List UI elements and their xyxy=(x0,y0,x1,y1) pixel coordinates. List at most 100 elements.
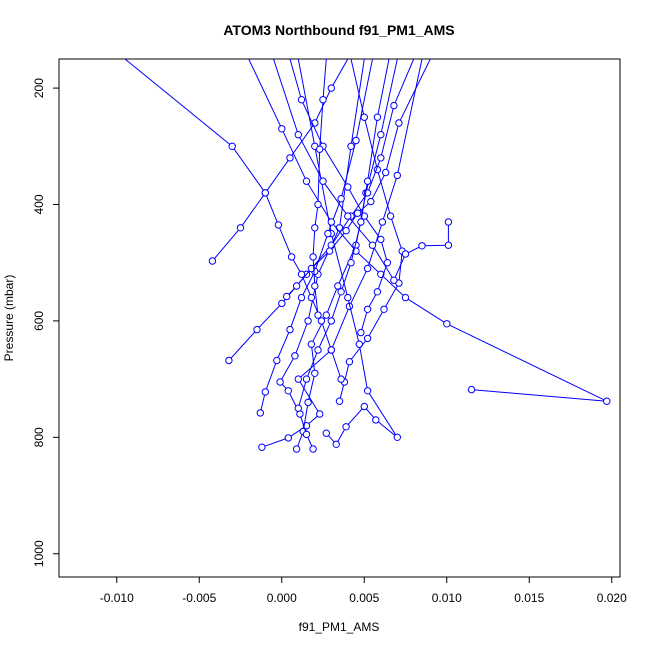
data-point xyxy=(261,189,269,197)
data-point xyxy=(228,142,236,151)
data-point xyxy=(352,136,360,145)
data-point xyxy=(378,218,387,226)
data-point xyxy=(603,397,611,405)
chart-title: ATOM3 Northbound f91_PM1_AMS xyxy=(223,22,454,38)
data-point xyxy=(332,440,340,448)
data-point xyxy=(337,288,345,296)
data-point xyxy=(292,445,301,453)
data-point xyxy=(418,242,426,250)
data-point xyxy=(278,125,286,133)
data-point xyxy=(377,131,385,139)
x-axis: -0.010 -0.005 0.000 0.005 0.010 0.015 0.020 xyxy=(100,577,627,605)
data-point xyxy=(274,221,283,229)
series-3 xyxy=(276,59,365,453)
data-point xyxy=(347,259,355,267)
data-point xyxy=(395,119,403,127)
data-point xyxy=(372,416,380,424)
series-6 xyxy=(335,59,406,405)
data-point xyxy=(327,317,335,325)
data-point xyxy=(322,311,330,319)
data-point xyxy=(304,317,312,325)
y-axis: 200 400 600 800 1000 xyxy=(32,78,59,567)
y-tick-label: 600 xyxy=(32,311,46,331)
data-point xyxy=(302,375,311,383)
data-point xyxy=(291,352,299,360)
data-point xyxy=(382,168,390,177)
data-point xyxy=(297,293,306,302)
series-4 xyxy=(297,59,401,448)
data-point xyxy=(304,398,312,407)
data-point xyxy=(368,241,377,249)
data-point xyxy=(324,229,332,238)
data-point xyxy=(261,388,269,396)
data-point xyxy=(307,293,316,302)
data-point xyxy=(342,423,350,431)
data-point xyxy=(307,264,316,273)
data-point xyxy=(327,346,335,354)
data-point xyxy=(337,375,345,383)
data-point xyxy=(325,247,334,255)
data-point xyxy=(294,404,302,412)
x-tick-label: 0.020 xyxy=(597,591,627,605)
y-tick-label: 1000 xyxy=(32,540,46,567)
data-point xyxy=(363,177,372,185)
data-point xyxy=(292,282,301,290)
series-line xyxy=(124,59,342,380)
x-tick-label: 0.010 xyxy=(432,591,462,605)
data-point xyxy=(208,257,217,265)
x-tick-label: 0.000 xyxy=(267,591,297,605)
data-point xyxy=(294,375,302,383)
data-point xyxy=(344,293,352,302)
data-point xyxy=(360,113,368,121)
data-point xyxy=(353,209,362,217)
x-axis-label: f91_PM1_AMS xyxy=(299,620,380,634)
data-point xyxy=(284,434,292,442)
data-point xyxy=(401,293,410,302)
series-11 xyxy=(283,59,431,301)
data-point xyxy=(363,305,372,313)
series-13 xyxy=(289,59,392,337)
data-point xyxy=(373,113,382,121)
data-point xyxy=(390,276,398,284)
data-point xyxy=(393,171,401,180)
data-point xyxy=(327,84,335,92)
data-point xyxy=(401,250,410,258)
data-point xyxy=(363,387,372,395)
data-point xyxy=(316,410,324,418)
data-point xyxy=(314,311,322,319)
x-tick-label: -0.005 xyxy=(182,591,216,605)
data-point xyxy=(283,292,291,301)
data-point xyxy=(236,224,245,232)
data-point xyxy=(276,378,284,386)
series-line xyxy=(289,59,388,333)
data-point xyxy=(302,177,311,185)
data-point xyxy=(344,183,352,191)
data-point xyxy=(444,241,453,249)
data-point xyxy=(444,218,453,226)
series-line xyxy=(228,59,415,361)
data-point xyxy=(377,154,385,162)
series-line xyxy=(248,59,608,402)
data-point xyxy=(314,200,322,209)
data-point xyxy=(284,387,292,395)
data-point xyxy=(309,445,317,453)
data-point xyxy=(345,358,354,366)
plot-frame xyxy=(58,58,621,578)
data-point xyxy=(302,430,311,439)
data-point xyxy=(363,334,372,343)
data-point xyxy=(311,369,319,377)
data-point xyxy=(319,177,327,185)
x-tick-label: 0.015 xyxy=(514,591,544,605)
data-point xyxy=(319,96,327,104)
series-8 xyxy=(225,59,415,365)
series-14 xyxy=(309,59,327,319)
data-point xyxy=(311,282,319,290)
data-point xyxy=(297,96,306,104)
series-15 xyxy=(294,59,390,412)
data-point xyxy=(314,346,322,354)
data-point xyxy=(286,325,294,334)
series-12 xyxy=(124,59,345,383)
data-point xyxy=(393,433,401,441)
data-point xyxy=(390,101,398,110)
